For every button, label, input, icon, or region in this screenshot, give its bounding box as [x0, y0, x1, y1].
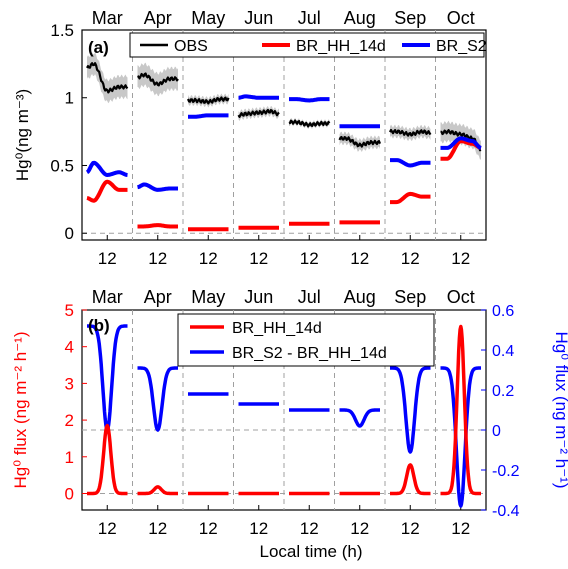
x-tick-label: 12	[350, 249, 369, 268]
series-obs-line-sep	[389, 128, 432, 137]
y-tick-label-left: 2	[65, 411, 74, 430]
series-hh-flux-line-oct	[439, 324, 483, 496]
month-label-jun: Jun	[244, 287, 273, 307]
x-tick-label: 12	[300, 249, 319, 268]
series-hh-flux-line-apr	[136, 485, 180, 496]
month-label-apr: Apr	[144, 8, 172, 28]
obs-uncertainty-band-may	[188, 93, 229, 108]
series-obs-line-apr	[137, 72, 179, 87]
obs-uncertainty-band-aug	[339, 131, 380, 152]
legend-b-label-hh: BR_HH_14d	[232, 320, 322, 337]
legend-a-label-obs: OBS	[174, 38, 208, 55]
panel-label-a: (a)	[88, 38, 109, 57]
series-obs-line-mar	[86, 62, 129, 94]
x-tick-label: 12	[249, 519, 268, 538]
x-tick-label: 12	[199, 519, 218, 538]
month-label-oct: Oct	[447, 287, 475, 307]
month-label-jul: Jul	[298, 287, 321, 307]
month-label-mar: Mar	[92, 8, 123, 28]
x-tick-label: 12	[98, 519, 117, 538]
y-tick-label-right: 0.2	[492, 383, 514, 400]
legend-b-label-diff: BR_S2 - BR_HH_14d	[232, 345, 387, 362]
legend-a-label-hh: BR_HH_14d	[296, 38, 386, 55]
series-diff-line-mar	[85, 324, 129, 432]
y-tick-label-right: 0.6	[492, 303, 514, 320]
month-label-sep: Sep	[394, 8, 426, 28]
series-obs-line-jun	[237, 108, 280, 118]
month-label-may: May	[191, 8, 225, 28]
series-hh-line-mar	[86, 179, 129, 203]
month-label-mar: Mar	[92, 287, 123, 307]
x-tick-label: 12	[249, 249, 268, 268]
series-hh-line-sep	[389, 191, 432, 205]
y-tick-label: 0	[65, 224, 74, 243]
y-tick-label-right: -0.2	[492, 463, 520, 480]
month-label-apr: Apr	[144, 287, 172, 307]
series-s2-line-sep	[389, 158, 432, 168]
y-tick-label-right: 0.4	[492, 343, 514, 360]
series-diff-line-aug	[338, 408, 382, 428]
x-tick-label: 12	[451, 519, 470, 538]
x-tick-label: 12	[300, 519, 319, 538]
x-tick-label: 12	[451, 249, 470, 268]
series-s2-line-jun	[237, 94, 280, 100]
y-tick-label: 0.5	[50, 156, 74, 175]
y-tick-label-left: 5	[65, 301, 74, 320]
month-label-jul: Jul	[298, 8, 321, 28]
obs-uncertainty-band-mar	[87, 52, 128, 104]
series-obs-line-may	[186, 96, 230, 105]
series-hh-line-apr	[136, 223, 179, 229]
series-hh-flux-line-sep	[388, 463, 432, 496]
x-tick-label: 12	[401, 519, 420, 538]
x-tick-label: 12	[148, 519, 167, 538]
panel-b: Mar12Apr12May12Jun12Jul12Aug12Sep12Oct12…	[11, 287, 568, 538]
series-diff-line-apr	[136, 366, 180, 432]
series-obs-line-oct	[440, 129, 482, 152]
month-label-sep: Sep	[394, 287, 426, 307]
x-tick-label: 12	[401, 249, 420, 268]
y-tick-label-right: 0	[492, 423, 501, 440]
legend-b-box	[177, 313, 435, 367]
legend-a: OBS BR_HH_14d BR_S2	[129, 32, 487, 58]
x-tick-label: 12	[199, 249, 218, 268]
legend-b: BR_HH_14d BR_S2 - BR_HH_14d	[177, 313, 435, 367]
series-s2-line-oct	[439, 136, 482, 150]
panel-label-b: (b)	[88, 316, 110, 335]
y-tick-label-left: 1	[65, 448, 74, 467]
series-obs-line-jul	[288, 119, 331, 128]
x-tick-label: 12	[148, 249, 167, 268]
series-s2-line-may	[187, 113, 230, 119]
y-tick-label-left: 3	[65, 374, 74, 393]
panel-a: Mar Apr May Jun Jul Aug Sep Oct 12 12 12 12 12 12 12 12…	[13, 8, 487, 268]
y-axis-label-right: Hg⁰ flux (ng m⁻² h⁻¹)	[552, 331, 568, 488]
month-label-aug: Aug	[344, 8, 376, 28]
month-label-aug: Aug	[344, 287, 376, 307]
month-label-jun: Jun	[244, 8, 273, 28]
y-axis-label-a: Hg⁰(ng m⁻³)	[13, 89, 32, 181]
month-label-oct: Oct	[447, 8, 475, 28]
x-tick-label: 12	[350, 519, 369, 538]
month-label-may: May	[191, 287, 225, 307]
y-tick-label-right: -0.4	[492, 503, 520, 520]
series-s2-line-apr	[136, 182, 179, 192]
series-hh-flux-line-mar	[85, 423, 129, 496]
y-tick-label: 1.5	[50, 21, 74, 40]
series-diff-line-sep	[388, 366, 432, 454]
y-axis-label-left: Hg⁰ flux (ng m⁻² h⁻¹)	[11, 331, 30, 488]
y-tick-label: 1	[65, 89, 74, 108]
legend-a-label-s2: BR_S2	[436, 38, 487, 55]
x-tick-label: 12	[98, 249, 117, 268]
series-s2-line-jul	[288, 97, 331, 103]
y-tick-label-left: 4	[65, 338, 74, 357]
y-tick-label-left: 0	[65, 484, 74, 503]
series-s2-line-mar	[85, 160, 129, 177]
series-diff-line-oct	[439, 366, 483, 508]
series-obs-line-aug	[338, 135, 382, 148]
x-axis-label: Local time (h)	[260, 542, 363, 561]
obs-uncertainty-band-apr	[137, 62, 178, 97]
